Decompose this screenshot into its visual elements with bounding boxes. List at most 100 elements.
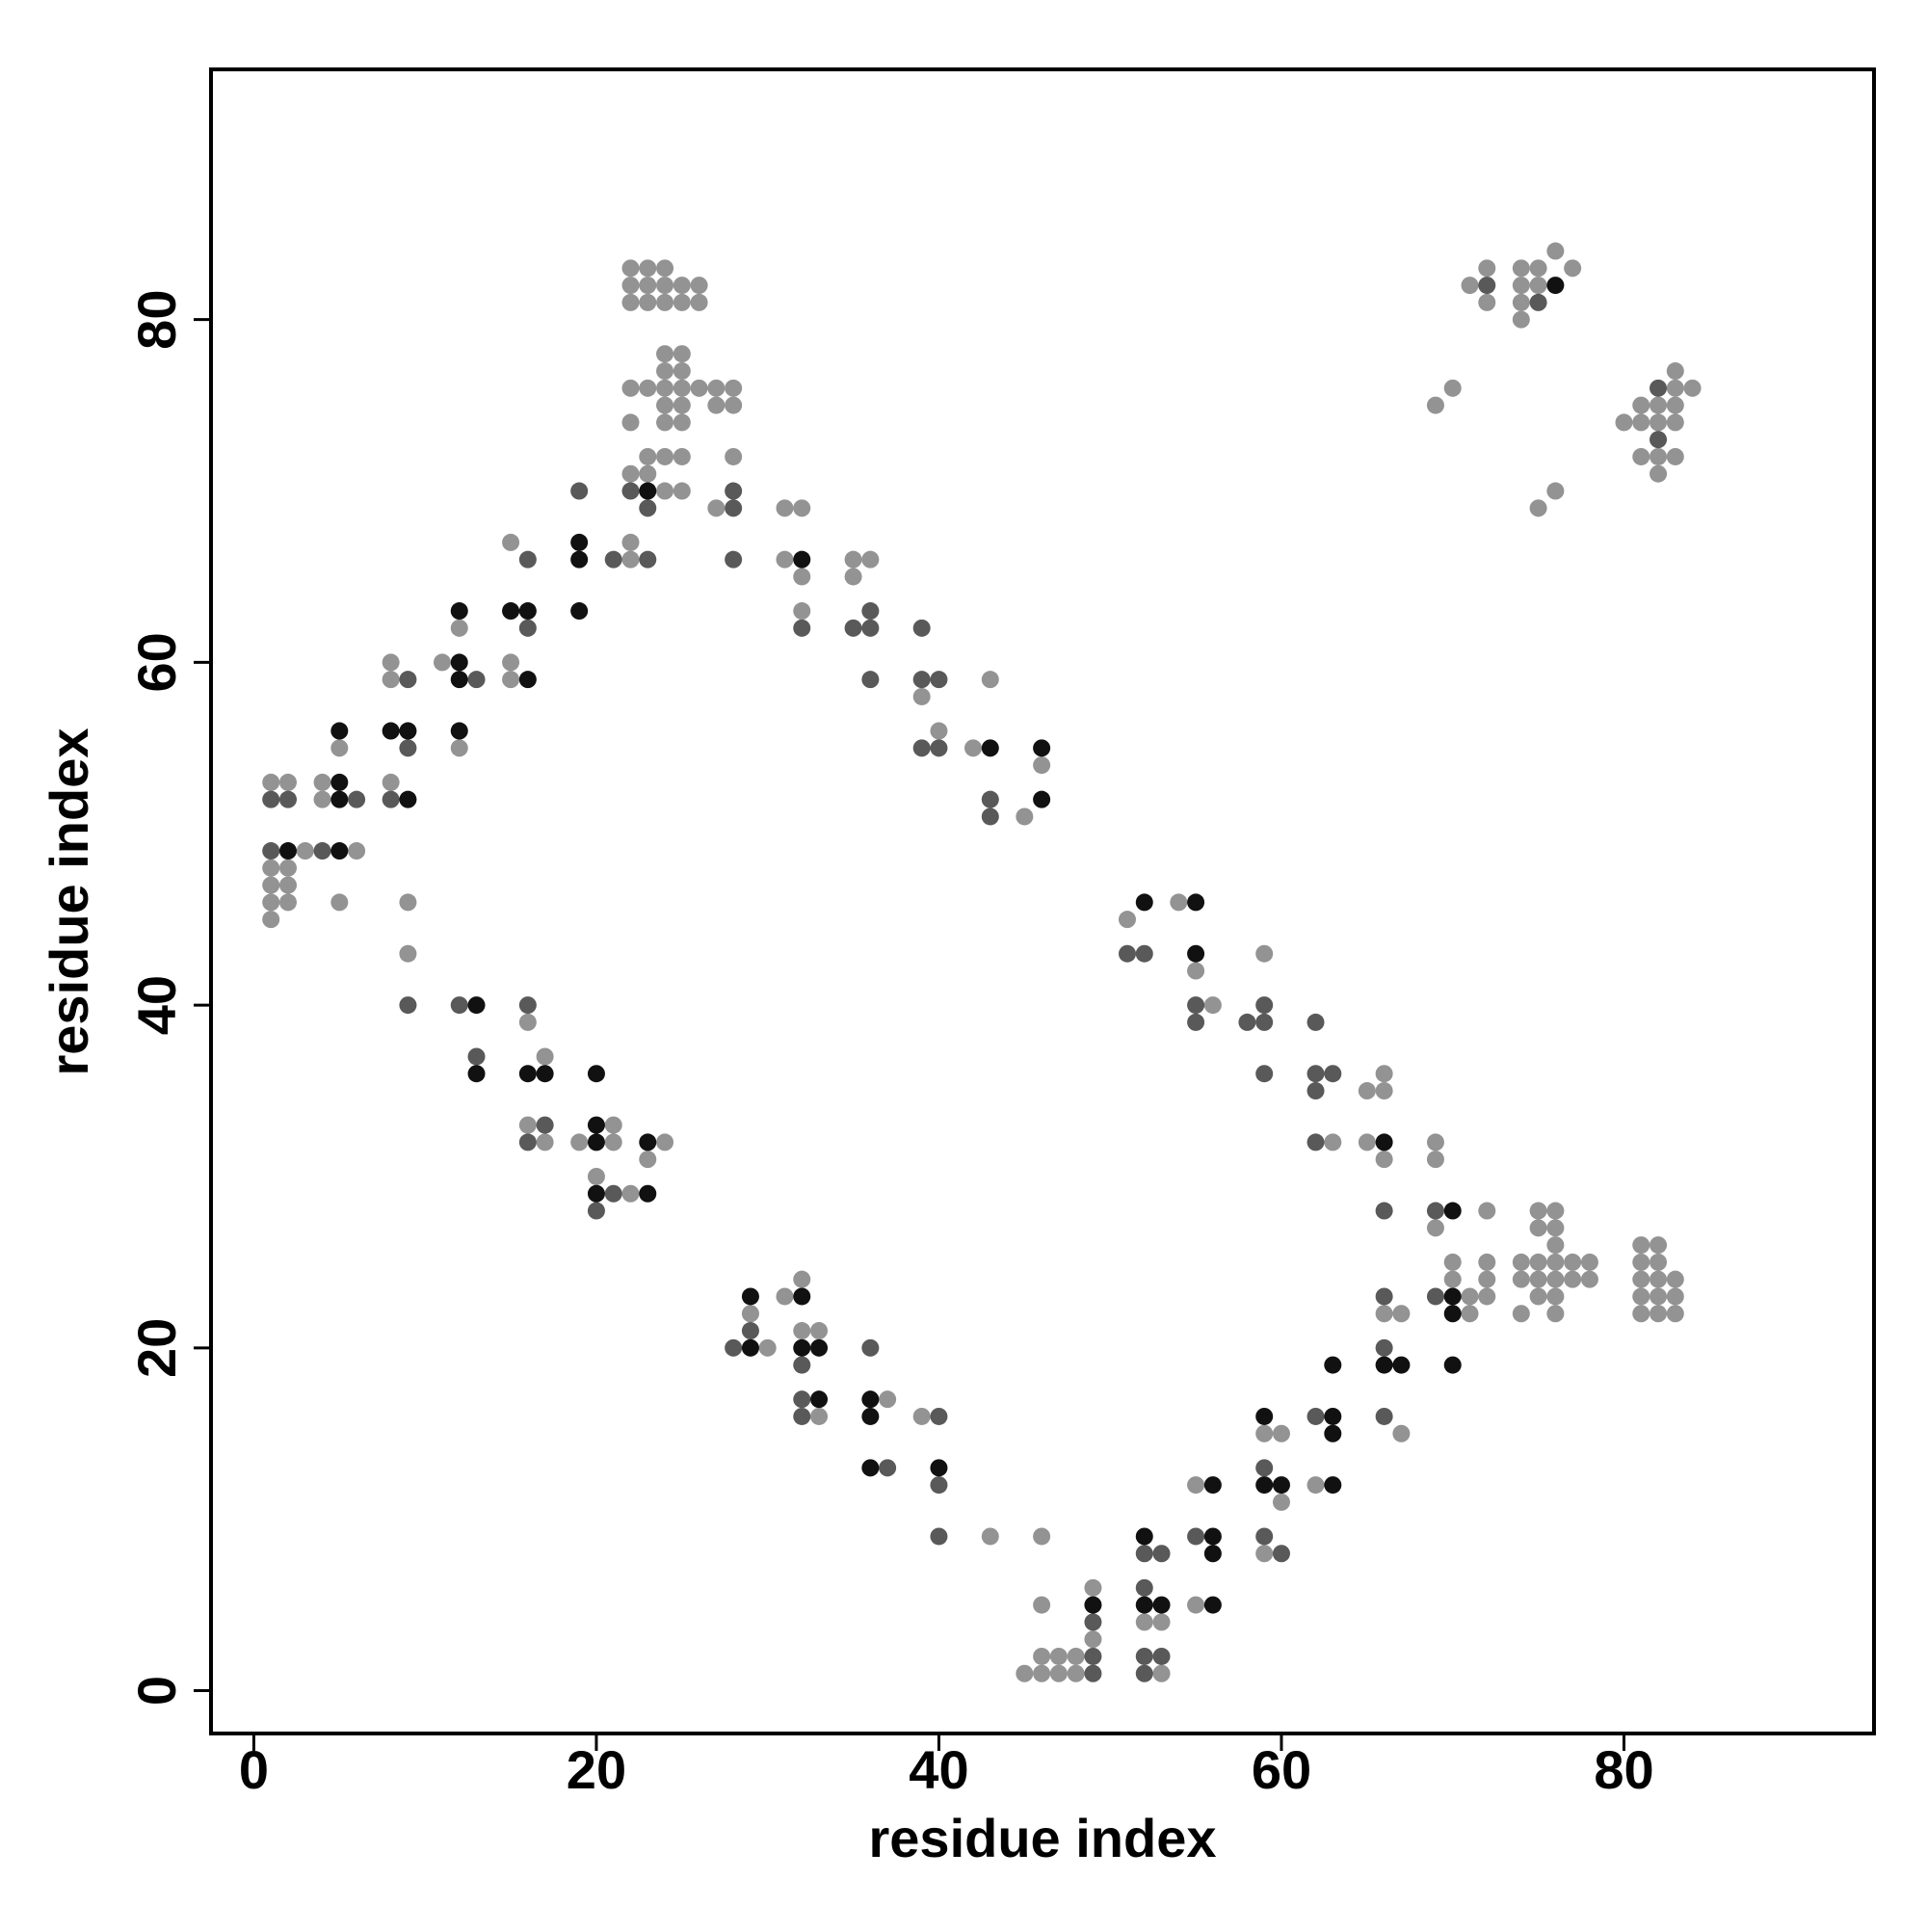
point — [673, 277, 691, 295]
point — [399, 790, 417, 808]
point — [570, 602, 589, 621]
point — [518, 1133, 537, 1151]
point — [278, 893, 297, 912]
point — [1324, 1407, 1342, 1425]
point — [1255, 1527, 1274, 1546]
point — [656, 293, 674, 311]
point — [793, 568, 811, 586]
point — [330, 722, 349, 740]
point — [1529, 499, 1547, 517]
point — [1461, 277, 1479, 295]
point — [467, 1065, 486, 1083]
point — [690, 277, 708, 295]
point — [1016, 1664, 1034, 1682]
point — [1203, 1545, 1222, 1563]
point — [1546, 1202, 1565, 1220]
point — [656, 447, 674, 465]
point — [518, 996, 537, 1015]
point — [1546, 1287, 1565, 1306]
point — [1580, 1270, 1598, 1288]
point — [1632, 1253, 1650, 1271]
point — [758, 1338, 777, 1357]
point — [1203, 1527, 1222, 1546]
point — [262, 842, 280, 860]
x-tick-label: 80 — [1594, 1739, 1653, 1800]
point — [861, 619, 880, 637]
point — [1666, 413, 1684, 432]
point — [930, 671, 948, 689]
point — [621, 1184, 640, 1203]
point — [1443, 1356, 1462, 1374]
point — [1632, 1305, 1650, 1323]
point — [793, 602, 811, 621]
point — [793, 1270, 811, 1288]
point — [1255, 1407, 1274, 1425]
point — [1187, 1476, 1205, 1495]
point — [587, 1116, 605, 1134]
point — [1650, 431, 1668, 449]
point — [1375, 1065, 1393, 1083]
point — [930, 1527, 948, 1546]
point — [1650, 1305, 1668, 1323]
point — [433, 653, 451, 672]
point — [1307, 1013, 1325, 1031]
point — [1546, 1219, 1565, 1237]
point — [861, 602, 880, 621]
point — [518, 602, 537, 621]
point — [673, 482, 691, 500]
point — [1255, 996, 1274, 1015]
point — [844, 550, 862, 569]
point — [1478, 1253, 1496, 1271]
point — [639, 277, 657, 295]
point — [518, 550, 537, 569]
point — [1118, 911, 1136, 929]
point — [604, 1116, 622, 1134]
point — [741, 1305, 759, 1323]
point — [621, 259, 640, 278]
point — [1170, 893, 1188, 912]
point — [1443, 1287, 1462, 1306]
point — [981, 807, 999, 826]
point — [1033, 739, 1051, 757]
point — [450, 653, 468, 672]
point — [673, 345, 691, 363]
point — [1152, 1596, 1171, 1614]
point — [1135, 1596, 1153, 1614]
point — [930, 1459, 948, 1477]
point — [1529, 259, 1547, 278]
point — [1084, 1647, 1102, 1665]
point — [1187, 996, 1205, 1015]
point — [981, 1527, 999, 1546]
plot-frame — [209, 67, 1876, 1735]
point — [673, 362, 691, 381]
point — [656, 396, 674, 414]
point — [1307, 1133, 1325, 1151]
point — [536, 1116, 554, 1134]
point — [1392, 1305, 1411, 1323]
point — [1512, 310, 1530, 329]
point — [570, 482, 589, 500]
point — [621, 277, 640, 295]
point — [621, 464, 640, 483]
point — [1666, 379, 1684, 397]
point — [536, 1065, 554, 1083]
point — [725, 447, 743, 465]
point — [1546, 277, 1565, 295]
point — [348, 790, 366, 808]
point — [1135, 1527, 1153, 1546]
point — [1255, 1545, 1274, 1563]
point — [467, 671, 486, 689]
point — [587, 1065, 605, 1083]
point — [518, 1013, 537, 1031]
point — [725, 396, 743, 414]
point — [450, 996, 468, 1015]
point — [1666, 1287, 1684, 1306]
point — [981, 671, 999, 689]
point — [1033, 756, 1051, 775]
point — [313, 773, 331, 791]
point — [1666, 447, 1684, 465]
point — [810, 1338, 829, 1357]
point — [1033, 790, 1051, 808]
point — [1529, 1287, 1547, 1306]
point — [1135, 944, 1153, 963]
